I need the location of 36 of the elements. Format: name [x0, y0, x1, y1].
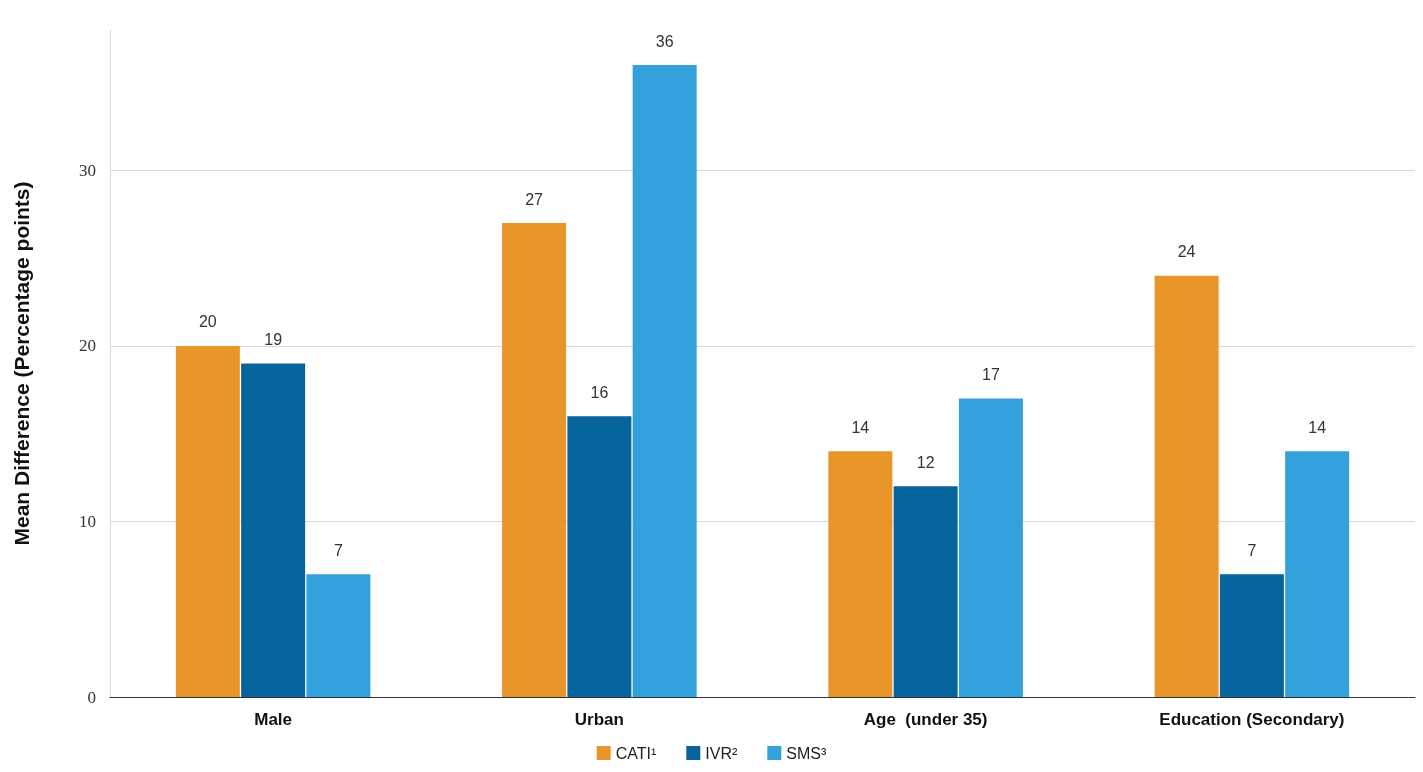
y-tick-label: 20: [79, 336, 96, 356]
bar: [241, 363, 306, 697]
y-tick-label: 0: [87, 687, 96, 707]
data-label: 27: [525, 190, 544, 208]
bar: [1219, 574, 1284, 697]
bar: [1285, 451, 1350, 697]
data-label: 20: [198, 313, 217, 331]
bar: [567, 416, 632, 697]
x-tick-label: Age (under 35): [863, 710, 988, 729]
y-tick-label: 30: [79, 160, 96, 180]
x-tick-label: Education (Secondary): [1159, 710, 1345, 729]
bar: [306, 574, 371, 697]
data-label: 24: [1177, 243, 1196, 261]
data-label: 36: [655, 32, 674, 50]
x-tick-label: Urban: [574, 710, 624, 729]
y-tick-label: 10: [79, 511, 96, 531]
data-label: 7: [1247, 541, 1257, 559]
data-label: 7: [333, 541, 343, 559]
bar: [175, 345, 240, 697]
bar: [958, 398, 1023, 697]
data-label: 12: [916, 453, 935, 471]
bar: [1154, 275, 1219, 697]
data-label: 16: [590, 383, 609, 401]
data-label: 17: [982, 366, 1000, 384]
x-tick-label: Male: [254, 710, 293, 729]
bar: [828, 451, 893, 697]
legend-label: CATI¹: [615, 744, 657, 762]
y-axis-title: Mean Difference (Percentage points): [10, 181, 33, 546]
data-label: 14: [851, 418, 870, 436]
legend-label: SMS³: [786, 744, 827, 762]
data-label: 19: [264, 331, 283, 348]
bar: [502, 223, 567, 697]
legend-label: IVR²: [705, 744, 738, 762]
bar: [632, 65, 697, 697]
bar: [893, 486, 958, 697]
data-label: 14: [1308, 418, 1327, 436]
